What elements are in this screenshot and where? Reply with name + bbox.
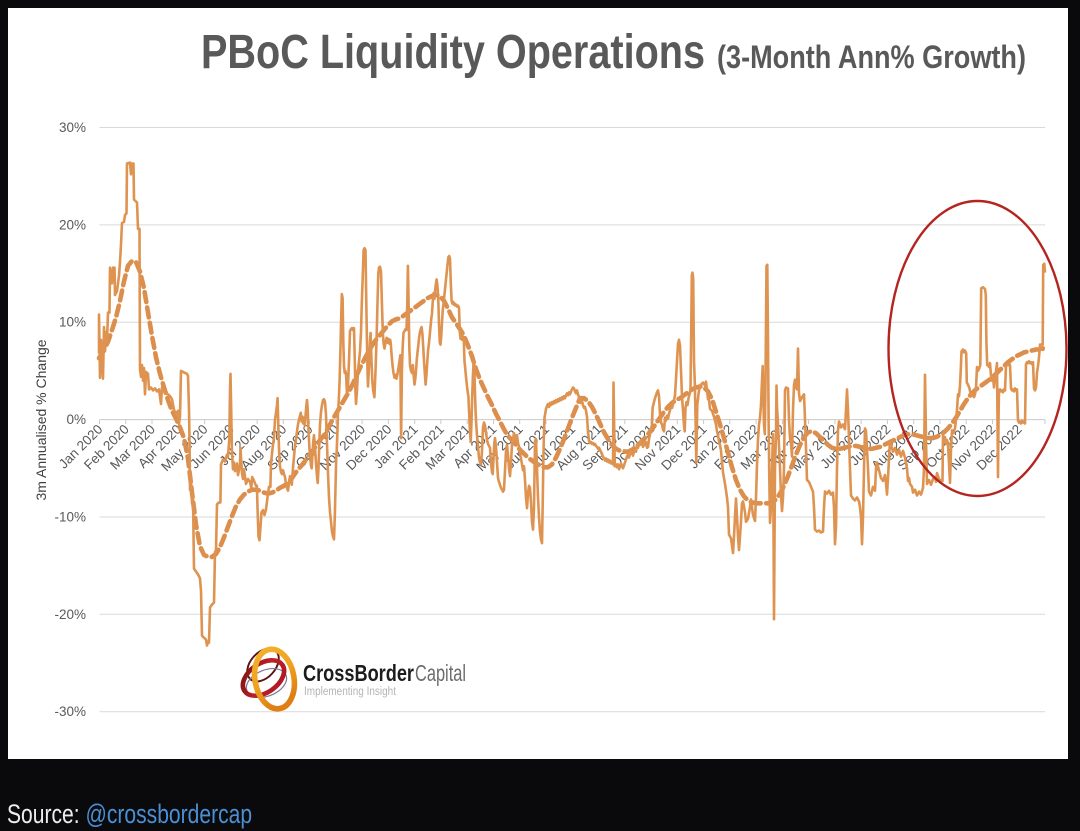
svg-text:Capital: Capital xyxy=(415,660,466,686)
svg-text:-20%: -20% xyxy=(54,607,86,622)
svg-text:-30%: -30% xyxy=(54,704,86,719)
svg-text:Implementing Insight: Implementing Insight xyxy=(304,686,397,698)
svg-text:30%: 30% xyxy=(59,120,86,135)
svg-text:PBoC Liquidity Operations: PBoC Liquidity Operations xyxy=(201,26,705,79)
svg-text:10%: 10% xyxy=(59,315,86,330)
svg-text:(3-Month Ann% Growth): (3-Month Ann% Growth) xyxy=(717,39,1026,75)
svg-text:0%: 0% xyxy=(66,412,86,427)
svg-text:20%: 20% xyxy=(59,217,86,232)
svg-text:-10%: -10% xyxy=(54,510,86,525)
svg-text:CrossBorder: CrossBorder xyxy=(303,660,414,686)
svg-text:3m Annualised % Change: 3m Annualised % Change xyxy=(33,339,49,500)
